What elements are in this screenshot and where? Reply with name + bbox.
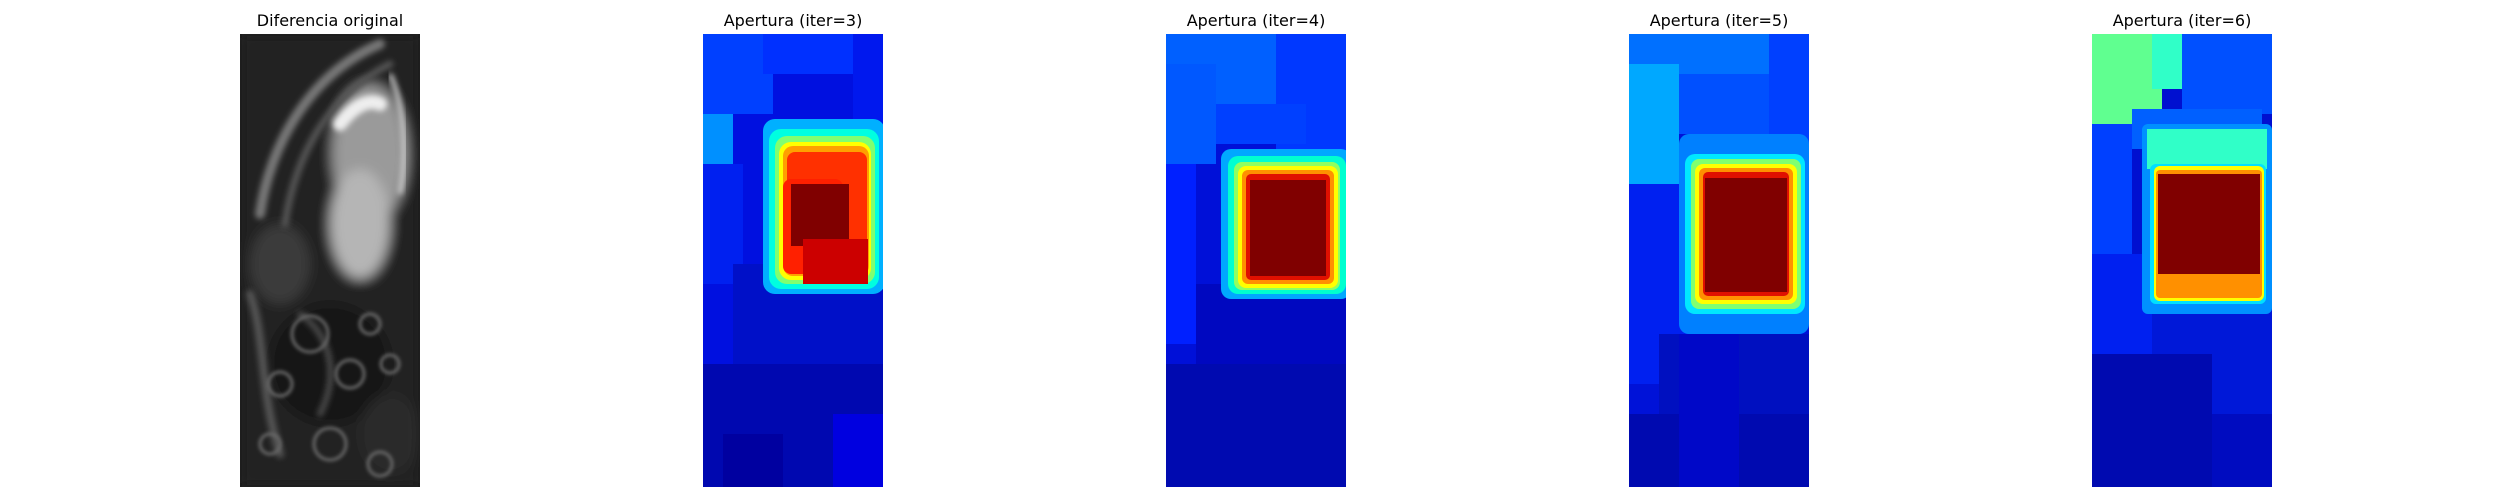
panel-iter-4: Apertura (iter=4) — [1166, 0, 1346, 500]
opening-iter-4-heatmap — [1166, 34, 1346, 487]
opening-iter-6-heatmap — [2092, 34, 2272, 487]
panel-title: Apertura (iter=3) — [723, 11, 863, 30]
panel-iter-3: Apertura (iter=3) — [703, 0, 883, 500]
panel-original: Diferencia original — [240, 0, 420, 500]
opening-iter-5-heatmap — [1629, 34, 1809, 487]
panel-iter-6: Apertura (iter=6) — [2092, 0, 2272, 500]
opening-iter-3-heatmap — [703, 34, 883, 487]
panel-title: Apertura (iter=5) — [1649, 11, 1789, 30]
panel-title: Apertura (iter=6) — [2112, 11, 2252, 30]
original-difference-image — [240, 34, 420, 487]
panel-iter-5: Apertura (iter=5) — [1629, 0, 1809, 500]
panel-title: Diferencia original — [256, 11, 404, 30]
panel-title: Apertura (iter=4) — [1186, 11, 1326, 30]
